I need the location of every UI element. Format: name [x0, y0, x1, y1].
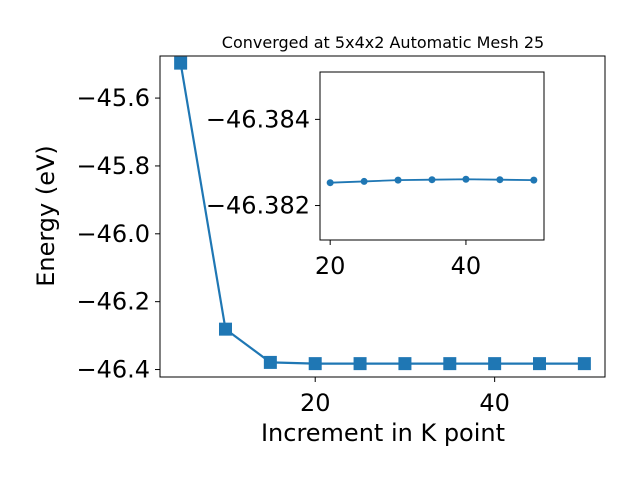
data-point — [174, 56, 188, 70]
data-point — [398, 357, 412, 371]
inset-background — [320, 72, 544, 240]
data-point — [443, 357, 457, 371]
data-point — [218, 322, 232, 336]
y-tick-label: −46.0 — [76, 220, 150, 248]
y-tick-label: −46.2 — [76, 288, 150, 316]
inset-plot-frame — [319, 71, 545, 241]
x-tick-label: 40 — [451, 252, 482, 280]
x-tick-label: 20 — [300, 389, 331, 417]
inset-plot-series — [326, 175, 538, 187]
data-point — [462, 175, 470, 183]
y-tick-label: −45.6 — [76, 84, 150, 112]
data-point — [360, 177, 368, 185]
y-tick-label: −45.8 — [76, 152, 150, 180]
data-point — [496, 176, 504, 184]
inset-axes: 20 40 −46.384 −46.382 — [206, 71, 545, 280]
series-line — [179, 62, 585, 365]
data-point — [428, 176, 436, 184]
data-point — [353, 357, 367, 371]
main-plot-series — [174, 56, 591, 371]
main-plot-frame — [159, 55, 606, 378]
data-point — [488, 357, 502, 371]
y-tick-label: −46.384 — [206, 105, 310, 133]
x-axis-label: Increment in K point — [261, 419, 505, 447]
x-tick-label: 20 — [315, 252, 346, 280]
data-point — [533, 357, 547, 371]
data-point — [394, 176, 402, 184]
data-point — [326, 179, 334, 187]
y-tick-label: −46.4 — [76, 356, 150, 384]
y-axis-label: Energy (eV) — [32, 145, 60, 287]
main-axes: Converged at 5x4x2 Automatic Mesh 25 Inc… — [32, 33, 606, 447]
data-point — [577, 357, 591, 371]
data-point — [308, 357, 322, 371]
chart-title: Converged at 5x4x2 Automatic Mesh 25 — [222, 33, 544, 52]
data-point — [263, 355, 277, 369]
inset-ticks: 20 40 −46.384 −46.382 — [206, 105, 481, 280]
y-tick-label: −46.382 — [206, 192, 310, 220]
data-point — [530, 176, 538, 184]
x-tick-label: 40 — [479, 389, 510, 417]
main-ticks: 20 40 −45.6 −45.8 −46.0 −46.2 −46.4 — [76, 84, 509, 417]
